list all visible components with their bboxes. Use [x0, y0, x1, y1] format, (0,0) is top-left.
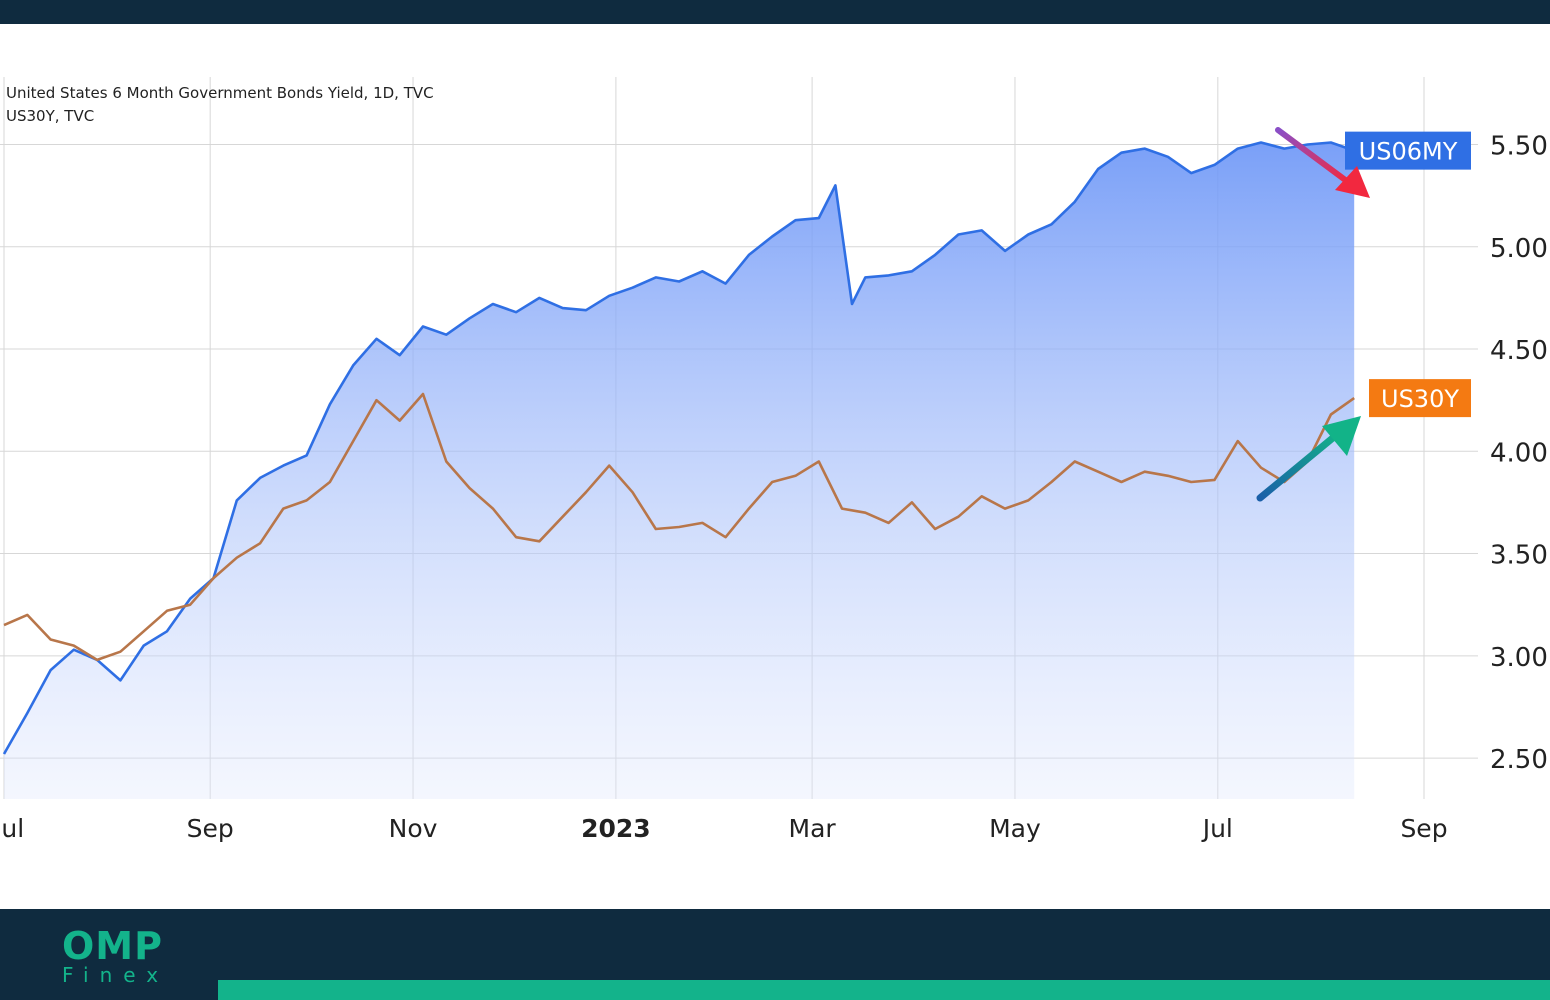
x-tick-label: Nov	[389, 814, 438, 843]
omp-finex-logo: OMP Finex	[62, 927, 212, 987]
yield-chart: 2.50 3.00 3.50 4.00 4.50 5.00 5.50 Jul Sep Nov 202…	[0, 77, 1548, 843]
us30y-tag	[1369, 379, 1471, 418]
series-layer	[2, 141, 1355, 799]
x-tick-label: Sep	[1400, 814, 1447, 843]
axes: 2.50 3.00 3.50 4.00 4.50 5.00 5.50 Jul Sep Nov 202…	[0, 131, 1548, 843]
x-tick-label: Mar	[789, 814, 837, 843]
x-tick-label: May	[989, 814, 1041, 843]
y-tick-label: 4.50	[1490, 336, 1548, 366]
us06my-tag	[1345, 131, 1471, 170]
us06my-area	[4, 142, 1355, 799]
up-arrow-icon	[1256, 416, 1361, 502]
y-tick-label: 5.50	[1490, 131, 1548, 161]
x-tick-label: Sep	[187, 814, 234, 843]
x-tick-label: Jul	[1201, 814, 1233, 843]
arrows	[1256, 127, 1370, 502]
logo-subtitle: Finex	[62, 963, 170, 987]
down-arrow-icon	[1275, 127, 1370, 198]
x-tick-label: 2023	[581, 814, 651, 843]
us06my-tag-label: US06MY	[1359, 138, 1458, 166]
y-tick-label: 4.00	[1490, 438, 1548, 468]
y-tick-label: 2.50	[1490, 745, 1548, 775]
x-tick-label: Jul	[0, 814, 24, 843]
y-tick-label: 5.00	[1490, 234, 1548, 264]
us30y-tag-label: US30Y	[1381, 385, 1459, 413]
footer-bar: OMP Finex	[0, 909, 1550, 1000]
logo-mark: OMP	[62, 924, 163, 968]
footer-accent-stripe	[218, 980, 1550, 1000]
us06my-line	[2, 141, 1355, 755]
top-bar	[0, 0, 1550, 24]
chart-title-line-1: United States 6 Month Government Bonds Y…	[6, 84, 434, 102]
chart-title-line-2: US30Y, TVC	[6, 107, 94, 125]
y-tick-label: 3.50	[1490, 541, 1548, 571]
series-labels: US06MY US30Y	[1345, 131, 1471, 418]
chart-title: United States 6 Month Government Bonds Y…	[6, 84, 434, 125]
y-tick-label: 3.00	[1490, 643, 1548, 673]
us30y-line	[3, 392, 1355, 662]
